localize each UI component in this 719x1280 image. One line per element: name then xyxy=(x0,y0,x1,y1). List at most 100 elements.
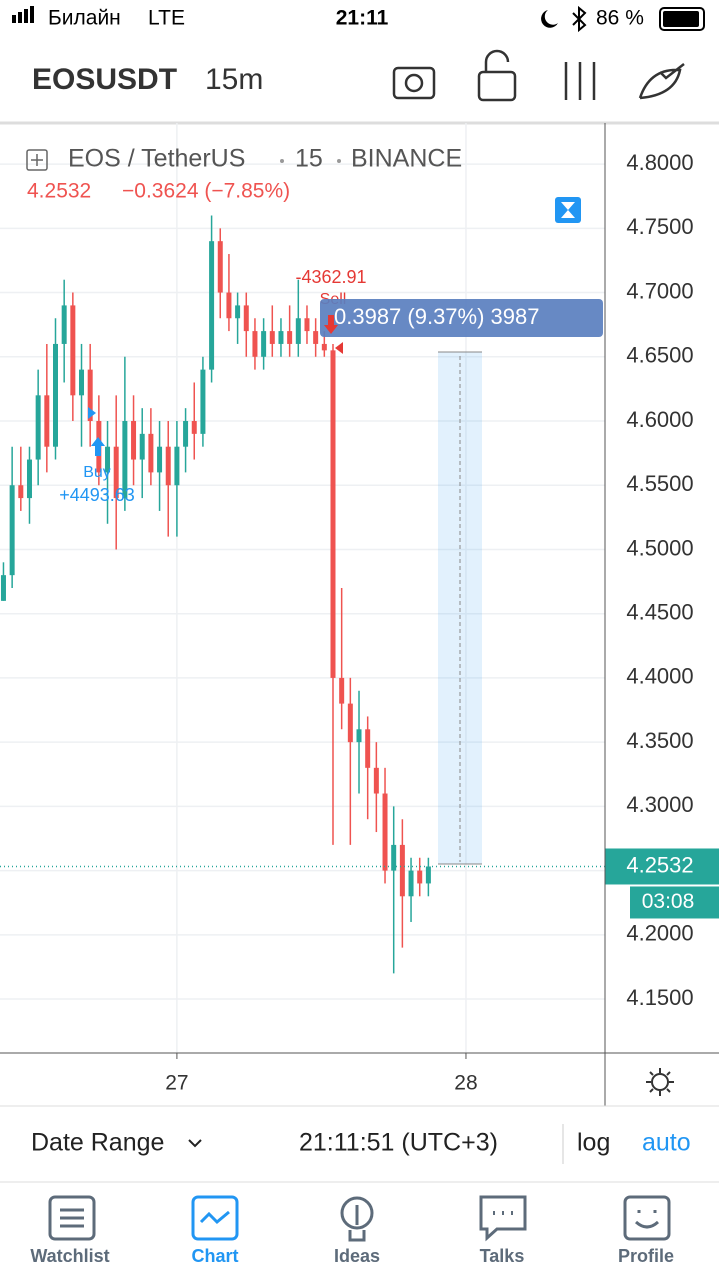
candle-body xyxy=(191,421,197,434)
legend-expand[interactable] xyxy=(26,149,48,171)
log-toggle[interactable]: log xyxy=(577,1129,610,1157)
y-tick-label: 4.4500 xyxy=(626,600,693,625)
candle-body xyxy=(9,485,15,576)
date-range[interactable]: Date Range xyxy=(31,1129,164,1157)
candle-body xyxy=(26,459,32,499)
chart-settings-icon[interactable] xyxy=(646,1068,674,1096)
candle-body xyxy=(408,870,414,897)
signal xyxy=(18,12,22,23)
clock-utc[interactable]: 21:11:51 (UTC+3) xyxy=(299,1129,498,1157)
buy-pnl: +4493.63 xyxy=(59,485,135,505)
candle-body xyxy=(183,421,189,447)
candle-body xyxy=(347,703,353,743)
quote-last: 4.2532 xyxy=(27,180,91,203)
buy-marker xyxy=(88,407,96,419)
candle-body xyxy=(261,331,267,357)
candle-body xyxy=(278,331,284,344)
y-tick-label: 4.3500 xyxy=(626,728,693,753)
candle-body xyxy=(131,421,137,460)
tab-label[interactable]: Talks xyxy=(480,1246,525,1266)
buy-arrow xyxy=(91,437,105,456)
y-tick-label: 4.5500 xyxy=(626,471,693,496)
sell-marker xyxy=(335,342,343,354)
candle-body xyxy=(165,446,171,486)
bluetooth-icon xyxy=(572,5,587,33)
signal xyxy=(24,9,28,23)
quote-change: −0.3624 (−7.85%) xyxy=(122,180,290,203)
candle-body xyxy=(339,677,345,704)
candle-body xyxy=(79,369,85,396)
y-tick-label: 4.6000 xyxy=(626,407,693,432)
y-tick-label: 4.7000 xyxy=(626,278,693,303)
y-tick-label: 4.6500 xyxy=(626,343,693,368)
candle-body xyxy=(252,331,258,357)
camera-icon[interactable] xyxy=(392,66,436,100)
y-tick-label: 4.7500 xyxy=(626,214,693,239)
lock-shackle xyxy=(484,49,510,72)
candle-body xyxy=(313,331,319,344)
moon-icon xyxy=(541,10,558,28)
talks-icon xyxy=(479,1195,527,1242)
chart[interactable]: 4.8000 4.7500 4.7000 4.6500 4.6000 4.5500 4.50… xyxy=(0,123,719,1095)
ideas-base xyxy=(348,1205,366,1242)
candle-body xyxy=(174,446,180,486)
separator xyxy=(280,159,284,163)
legend-exchange: BINANCE xyxy=(351,145,462,173)
battery-fill xyxy=(663,11,699,27)
candle-body xyxy=(330,350,336,678)
candle-body xyxy=(148,433,154,473)
header: EOSUSDT 15m xyxy=(32,49,685,102)
candle-body xyxy=(122,421,128,499)
bottom-toolbar: Date Range 21:11:51 (UTC+3) log auto xyxy=(31,1124,691,1164)
candle-body xyxy=(105,446,111,473)
sell-arrow xyxy=(324,315,338,334)
y-tick-label: 4.2000 xyxy=(626,921,693,946)
y-tick-label: 4.8000 xyxy=(626,150,693,175)
tab-label[interactable]: Watchlist xyxy=(30,1246,109,1266)
measure-label: 0.3987 (9.37%) 3987 xyxy=(334,304,540,329)
countdown: 03:08 xyxy=(642,890,695,913)
status-bar: Билайн LTE 21:11 86 % xyxy=(12,5,705,33)
candle-body xyxy=(52,343,58,447)
countdown-badge xyxy=(630,886,719,919)
profile-icon xyxy=(623,1195,671,1241)
candle-body xyxy=(417,870,423,884)
clock: 21:11 xyxy=(336,7,389,30)
measure-label-bg xyxy=(320,299,603,337)
watchlist-icon xyxy=(48,1195,96,1241)
profile-face xyxy=(634,1210,660,1229)
candle-body xyxy=(235,305,241,319)
battery-level: 86 % xyxy=(596,7,644,30)
tab-label[interactable]: Ideas xyxy=(334,1246,380,1266)
candle-body xyxy=(365,729,371,768)
interval[interactable]: 15m xyxy=(205,63,263,96)
candle-body xyxy=(35,395,41,460)
candle-body xyxy=(373,767,379,794)
carrier: Билайн xyxy=(48,7,121,30)
candle-body xyxy=(321,343,327,351)
battery-icon xyxy=(659,7,705,31)
separator xyxy=(337,159,341,163)
auto-toggle[interactable]: auto xyxy=(642,1129,691,1157)
candle-body xyxy=(157,446,163,473)
buy-label: Buy xyxy=(83,464,111,481)
tab-bar: Watchlist Chart Ideas Talks Profile xyxy=(30,1195,674,1266)
candle-body xyxy=(217,241,223,293)
lock-icon[interactable] xyxy=(477,70,517,102)
candle-body xyxy=(425,866,431,884)
candle-body xyxy=(356,729,362,743)
settings-icon[interactable] xyxy=(564,62,596,100)
drawing-icon[interactable] xyxy=(638,63,685,100)
tab-label[interactable]: Chart xyxy=(191,1246,238,1266)
candle-body xyxy=(113,446,119,499)
y-tick-label: 4.3000 xyxy=(626,792,693,817)
tab-label[interactable]: Profile xyxy=(618,1246,674,1266)
candle-body xyxy=(200,369,206,434)
candle-body xyxy=(0,575,6,601)
candle-body xyxy=(269,331,275,344)
chart-icon xyxy=(191,1195,239,1241)
candle-body xyxy=(226,292,232,319)
symbol[interactable]: EOSUSDT xyxy=(32,63,177,96)
last-price-label: 4.2532 xyxy=(626,852,693,877)
